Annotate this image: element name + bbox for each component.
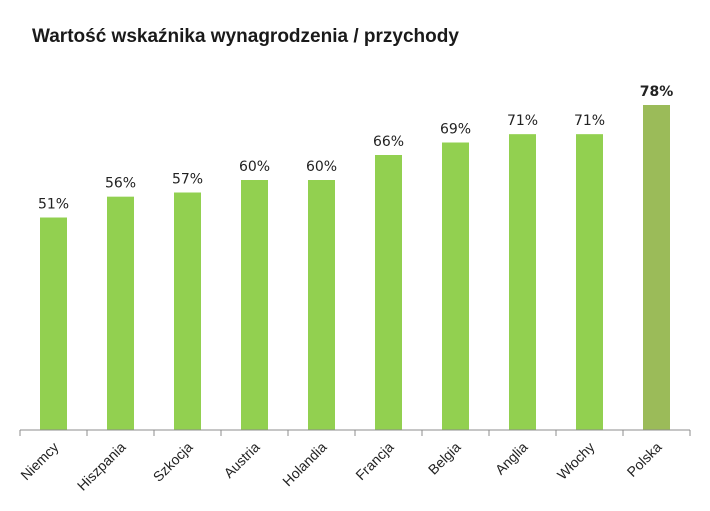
value-label-austria: 60% bbox=[239, 159, 270, 175]
bar-anglia bbox=[509, 134, 536, 430]
category-label-holandia: Holandia bbox=[279, 439, 330, 490]
bar-austria bbox=[241, 180, 268, 430]
category-label-belgia: Belgia bbox=[425, 439, 464, 478]
value-label-szkocja: 57% bbox=[172, 172, 203, 188]
value-label-włochy: 71% bbox=[574, 113, 605, 129]
category-label-austria: Austria bbox=[220, 439, 262, 481]
bar-szkocja bbox=[174, 192, 201, 430]
category-label-polska: Polska bbox=[624, 439, 665, 480]
value-label-niemcy: 51% bbox=[38, 197, 69, 213]
category-label-francja: Francja bbox=[352, 439, 396, 483]
category-label-anglia: Anglia bbox=[492, 439, 531, 478]
category-labels-group: Niemcy Hiszpania Szkocja Austria Holandia Fra… bbox=[17, 439, 664, 494]
category-label-szkocja: Szkocja bbox=[150, 439, 196, 485]
bar-francja bbox=[375, 155, 402, 430]
category-label-hiszpania: Hiszpania bbox=[74, 439, 129, 494]
category-label-włochy: Włochy bbox=[554, 439, 598, 483]
bar-belgia bbox=[442, 142, 469, 430]
category-label-niemcy: Niemcy bbox=[17, 439, 61, 483]
bar-holandia bbox=[308, 180, 335, 430]
bar-hiszpania bbox=[107, 196, 134, 430]
value-label-holandia: 60% bbox=[306, 159, 337, 175]
value-labels-group: 51% 56% 57% 60% 60% 66% 69% 71% 71% 78% bbox=[38, 84, 673, 213]
value-label-anglia: 71% bbox=[507, 113, 538, 129]
value-label-belgia: 69% bbox=[440, 122, 471, 138]
x-axis-ticks-group bbox=[19, 430, 691, 436]
bar-niemcy bbox=[40, 217, 67, 430]
value-label-francja: 66% bbox=[373, 134, 404, 150]
bar-włochy bbox=[576, 134, 603, 430]
value-label-polska: 78% bbox=[640, 84, 674, 100]
value-label-hiszpania: 56% bbox=[105, 176, 136, 192]
bars-group bbox=[40, 105, 670, 430]
chart-title: Wartość wskaźnika wynagrodzenia / przych… bbox=[32, 26, 459, 47]
bar-polska bbox=[643, 105, 670, 430]
